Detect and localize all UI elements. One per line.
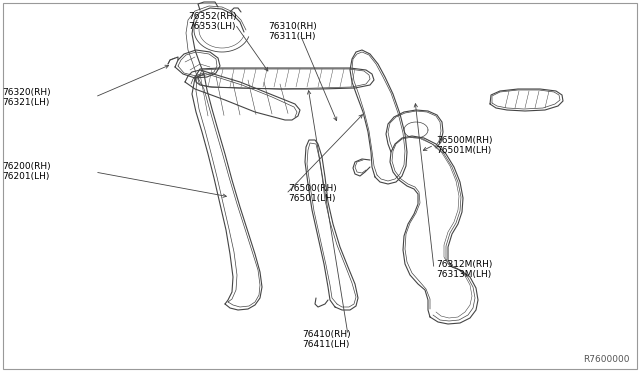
Text: 76500(RH): 76500(RH) [288, 185, 337, 193]
Text: 76310(RH): 76310(RH) [268, 22, 317, 32]
Text: 76311(LH): 76311(LH) [268, 32, 316, 42]
Text: 76410(RH): 76410(RH) [302, 330, 351, 340]
Text: 76313M(LH): 76313M(LH) [436, 269, 492, 279]
Text: 76500M(RH): 76500M(RH) [436, 135, 493, 144]
Text: 76200(RH): 76200(RH) [2, 163, 51, 171]
Text: 76501M(LH): 76501M(LH) [436, 145, 492, 154]
Text: 76353(LH): 76353(LH) [188, 22, 236, 32]
Text: R7600000: R7600000 [584, 355, 630, 364]
Text: 76411(LH): 76411(LH) [302, 340, 349, 350]
Text: 76312M(RH): 76312M(RH) [436, 260, 492, 269]
Text: 76321(LH): 76321(LH) [2, 97, 49, 106]
Text: 76501(LH): 76501(LH) [288, 195, 335, 203]
Text: 76201(LH): 76201(LH) [2, 173, 49, 182]
Text: 76352(RH): 76352(RH) [188, 13, 237, 22]
Text: 76320(RH): 76320(RH) [2, 87, 51, 96]
